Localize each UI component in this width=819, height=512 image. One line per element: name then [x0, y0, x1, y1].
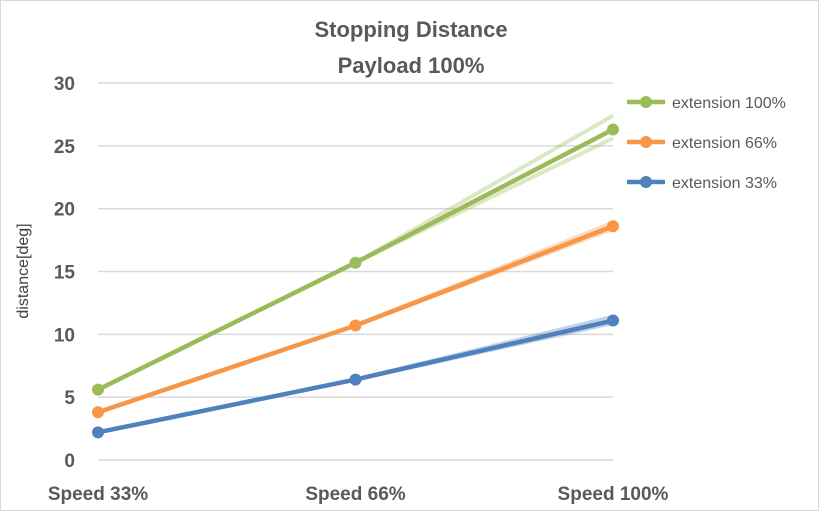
- x-tick-label: Speed 33%: [48, 484, 148, 505]
- legend-marker: [640, 136, 652, 148]
- data-point: [607, 220, 619, 233]
- legend-label: extension 33%: [672, 175, 777, 192]
- y-tick-label: 20: [54, 200, 75, 221]
- chart-title-line2: Payload 100%: [338, 53, 485, 78]
- y-tick-label: 25: [54, 137, 76, 158]
- chart-title-line1: Stopping Distance: [314, 17, 507, 42]
- x-tick-label: Speed 100%: [558, 484, 669, 505]
- x-tick-label: Speed 66%: [305, 484, 405, 505]
- y-tick-label: 5: [64, 388, 75, 409]
- data-point: [92, 426, 104, 439]
- data-point: [92, 383, 104, 396]
- y-tick-label: 10: [54, 325, 75, 346]
- y-tick-label: 15: [54, 263, 76, 284]
- data-point: [349, 256, 362, 269]
- y-axis-label: distance[deg]: [15, 223, 32, 318]
- y-tick-label: 0: [64, 451, 75, 472]
- y-tick-label: 30: [54, 74, 75, 95]
- legend-label: extension 66%: [672, 135, 777, 152]
- legend-label: extension 100%: [672, 95, 786, 112]
- data-point: [607, 314, 619, 327]
- data-point: [349, 319, 362, 332]
- data-point: [607, 123, 619, 136]
- data-point: [349, 373, 362, 386]
- data-point: [92, 406, 104, 419]
- legend-marker: [640, 176, 652, 188]
- legend-marker: [640, 96, 652, 108]
